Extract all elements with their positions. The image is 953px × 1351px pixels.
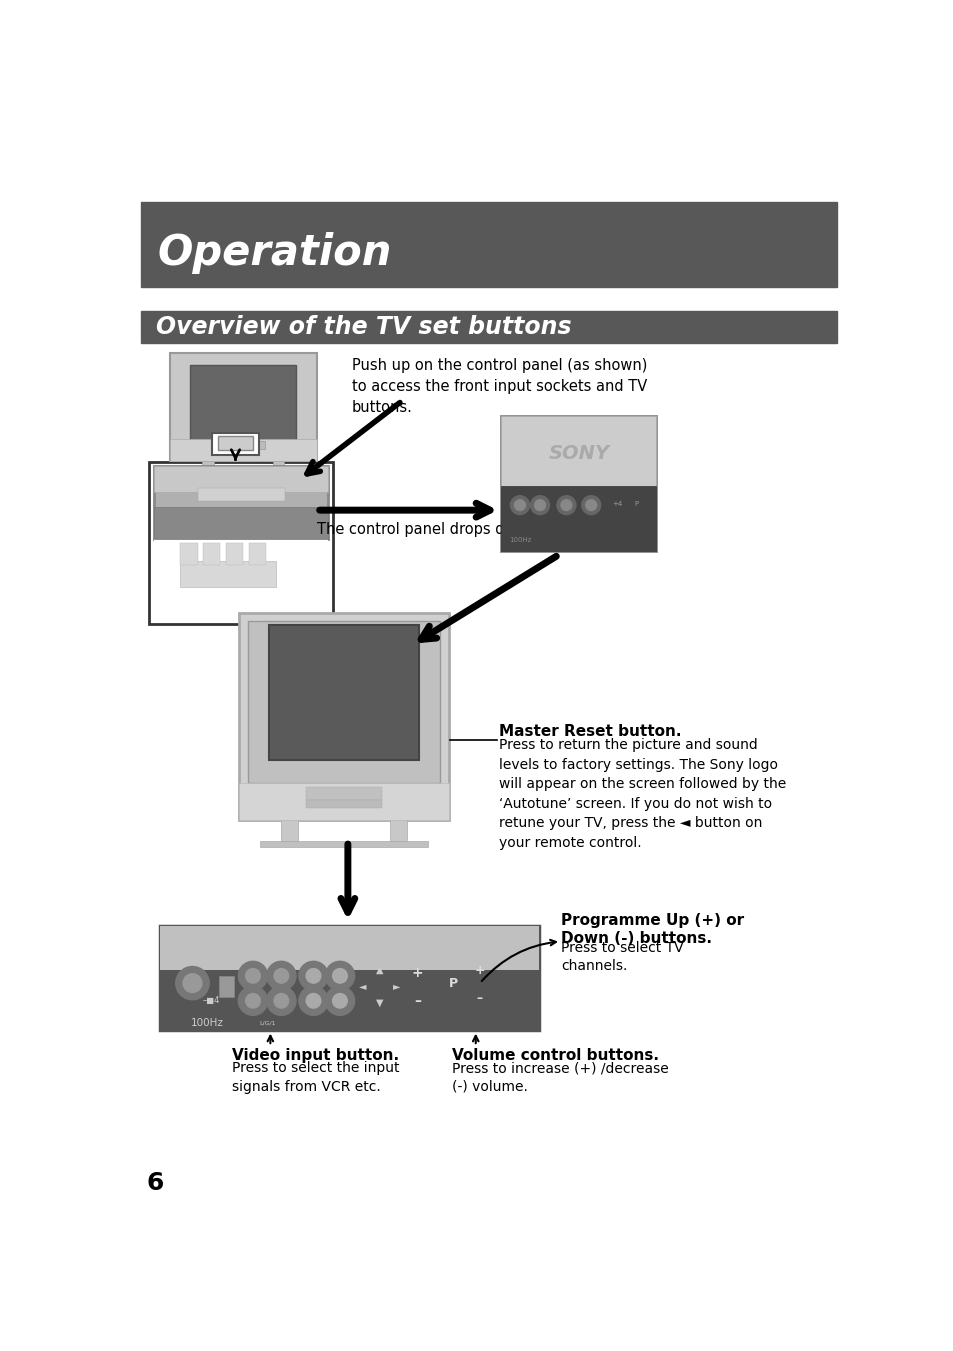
Circle shape xyxy=(510,496,529,515)
Bar xyxy=(154,507,328,539)
Circle shape xyxy=(238,986,268,1016)
Circle shape xyxy=(534,500,545,511)
Bar xyxy=(226,543,243,565)
Bar xyxy=(306,800,381,808)
Bar xyxy=(500,486,656,551)
Text: Master Reset button.: Master Reset button. xyxy=(498,724,680,739)
Bar xyxy=(202,461,213,474)
Text: Video input button.: Video input button. xyxy=(232,1047,398,1063)
Text: L/G/1: L/G/1 xyxy=(259,1020,276,1025)
Bar xyxy=(248,621,439,784)
Text: +4: +4 xyxy=(612,501,622,507)
Text: –■4: –■4 xyxy=(202,996,220,1005)
Text: ▼: ▼ xyxy=(375,998,383,1008)
Bar xyxy=(281,820,297,842)
Circle shape xyxy=(175,966,209,1000)
Circle shape xyxy=(274,969,289,984)
Text: 100Hz: 100Hz xyxy=(508,538,531,543)
Bar xyxy=(239,784,448,820)
Bar xyxy=(190,365,296,443)
Bar xyxy=(197,488,285,501)
Text: Press to select TV
channels.: Press to select TV channels. xyxy=(560,940,683,973)
Bar xyxy=(154,466,328,492)
Bar xyxy=(221,442,265,449)
Bar xyxy=(160,970,537,1029)
Bar xyxy=(239,612,448,820)
Bar xyxy=(269,626,419,761)
Text: The control panel drops down.: The control panel drops down. xyxy=(316,523,538,538)
Text: 6: 6 xyxy=(146,1171,164,1194)
Circle shape xyxy=(246,969,260,984)
Bar xyxy=(390,820,406,842)
Text: Push up on the control panel (as shown)
to access the front input sockets and TV: Push up on the control panel (as shown) … xyxy=(352,358,646,416)
Bar xyxy=(273,461,284,474)
Circle shape xyxy=(325,962,355,990)
Circle shape xyxy=(183,974,202,993)
Bar xyxy=(500,416,656,490)
Circle shape xyxy=(333,969,347,984)
Bar xyxy=(170,439,316,461)
Bar xyxy=(154,539,328,590)
Bar xyxy=(212,434,258,455)
Circle shape xyxy=(581,496,600,515)
Bar xyxy=(203,543,220,565)
Text: P: P xyxy=(634,501,638,507)
Bar xyxy=(249,543,266,565)
Bar xyxy=(141,203,836,286)
Circle shape xyxy=(298,962,328,990)
Text: ►: ► xyxy=(393,981,399,992)
Text: Overview of the TV set buttons: Overview of the TV set buttons xyxy=(156,315,572,339)
Circle shape xyxy=(274,993,289,1008)
Circle shape xyxy=(325,986,355,1016)
Text: ▲: ▲ xyxy=(375,965,383,974)
Circle shape xyxy=(530,496,549,515)
Text: ◄: ◄ xyxy=(359,981,366,992)
Text: Press to select the input
signals from VCR etc.: Press to select the input signals from V… xyxy=(232,1062,398,1094)
Bar xyxy=(500,416,656,551)
Bar xyxy=(219,975,233,997)
Bar xyxy=(170,353,316,461)
Text: +: + xyxy=(412,966,423,979)
Bar xyxy=(160,925,537,970)
Bar xyxy=(180,543,197,565)
Bar xyxy=(306,788,381,800)
Bar xyxy=(149,462,333,624)
Circle shape xyxy=(298,986,328,1016)
Text: Press to return the picture and sound
levels to factory settings. The Sony logo
: Press to return the picture and sound le… xyxy=(498,738,785,850)
Circle shape xyxy=(246,993,260,1008)
Circle shape xyxy=(306,993,320,1008)
Text: Operation: Operation xyxy=(158,232,392,274)
Circle shape xyxy=(557,496,576,515)
Text: Press to increase (+) /decrease
(-) volume.: Press to increase (+) /decrease (-) volu… xyxy=(452,1062,669,1094)
Bar xyxy=(180,562,276,586)
Bar xyxy=(141,311,836,343)
Circle shape xyxy=(267,986,295,1016)
Text: –: – xyxy=(476,992,482,1005)
Text: Volume control buttons.: Volume control buttons. xyxy=(452,1047,659,1063)
Circle shape xyxy=(333,993,347,1008)
Text: Programme Up (+) or
Down (-) buttons.: Programme Up (+) or Down (-) buttons. xyxy=(560,913,743,947)
Circle shape xyxy=(267,962,295,990)
Circle shape xyxy=(560,500,571,511)
Bar xyxy=(154,466,328,539)
Bar xyxy=(260,842,427,847)
Bar xyxy=(184,474,302,478)
Text: +: + xyxy=(474,965,485,977)
Text: SONY: SONY xyxy=(548,444,609,463)
Text: P: P xyxy=(449,977,457,990)
Bar xyxy=(218,436,253,450)
Bar xyxy=(160,925,537,1029)
Circle shape xyxy=(585,500,596,511)
Circle shape xyxy=(306,969,320,984)
Circle shape xyxy=(238,962,268,990)
Circle shape xyxy=(514,500,525,511)
Text: 100Hz: 100Hz xyxy=(191,1017,223,1028)
Text: –: – xyxy=(414,994,420,1008)
